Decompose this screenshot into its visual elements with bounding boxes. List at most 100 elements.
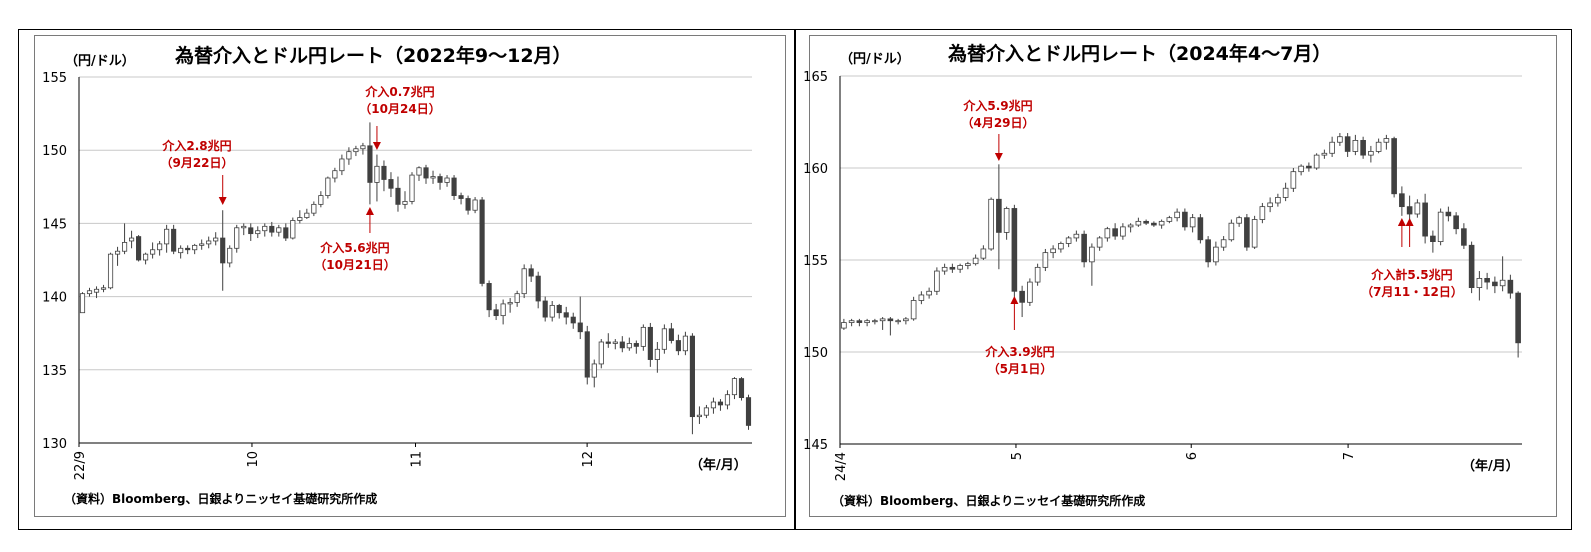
candle [577,296,583,340]
candle-body-up [129,237,135,242]
y-tick-label: 150 [42,144,67,159]
candle [1174,208,1180,222]
candle-body-up [640,326,646,347]
candle-body-up [1437,211,1444,243]
candle-body-up [290,220,296,239]
x-tick-label: 10 [246,451,261,468]
candle [402,191,408,209]
candle-body-up [1368,151,1374,156]
y-tick-label: 160 [803,162,828,177]
candle-body-up [1298,165,1304,173]
candle [949,263,956,273]
candle [1236,215,1242,227]
candle-body-up [402,201,408,205]
candle [192,243,198,255]
candle-body-down [856,320,863,323]
candle [556,303,562,319]
candle-body-down [647,326,653,360]
candle [1135,217,1142,227]
candle [283,223,289,241]
candle [360,142,366,155]
candle [619,336,625,353]
candle [206,236,212,249]
candle-body-up [1158,220,1165,226]
candle [1127,223,1134,233]
candle-body-down [563,312,569,318]
candle-body-up [682,335,688,352]
candle-body-up [1089,246,1095,263]
candle-body-up [1251,219,1258,248]
candle [220,210,226,291]
candle [1422,193,1428,244]
candle-body-down [395,187,401,205]
candle [1313,153,1320,170]
candle-body-down [1445,211,1452,217]
candle [1081,230,1087,268]
candle-body-down [1422,202,1428,237]
candle [965,261,971,270]
candle-body-down [1360,139,1366,156]
candle [1251,215,1258,249]
candle [262,223,268,237]
candle [472,197,478,214]
candle [910,296,917,321]
candle [675,334,681,356]
candle-body-down [1406,206,1413,215]
candle-body-up [1476,277,1483,288]
candle-body-up [591,363,597,378]
candle [430,170,436,184]
candle-body-up [444,177,450,183]
x-tick-label: 6 [1185,452,1200,460]
annotation-date: （9月22日） [160,155,233,170]
candle [171,224,177,255]
candle [591,359,597,388]
candle [1352,134,1359,156]
candle [1096,236,1103,251]
candle-body-down [887,318,894,322]
candle-body-up [164,228,170,245]
candle-body-down [486,283,492,311]
candle-body-up [903,318,909,322]
candle-body-up [612,341,618,344]
candle-body-down [745,397,752,426]
candle [528,264,534,282]
candle-body-up [654,348,660,360]
candle-body-down [388,179,394,189]
candle-body-up [731,378,738,396]
candle-body-down [458,195,464,199]
intervention-annotation: 介入0.7兆円 （10月24日） [359,84,441,150]
candle-body-down [738,378,745,399]
candle [486,280,492,318]
candle [1453,212,1459,235]
candle-body-down [1081,233,1087,263]
candle-body-down [248,227,254,235]
candle-body-up [957,265,963,270]
candle [1259,202,1266,224]
candle-body-up [1267,202,1273,208]
candle-body-up [100,287,107,290]
y-axis-unit: （円/ドル） [840,51,910,67]
candle-body-up [1027,281,1033,303]
candle-body-down [668,328,674,341]
candle-body-up [926,290,932,296]
candle [738,377,745,401]
candle-body-up [416,167,422,176]
candle-body-down [528,268,534,277]
candle [1143,219,1149,226]
candle-body-down [542,300,548,318]
candle-body-down [535,275,541,302]
candle [395,176,401,212]
y-tick-label: 145 [42,217,67,232]
candle [353,145,359,157]
candle [918,291,925,305]
candle [507,298,513,313]
candle [1492,276,1498,294]
candle [1337,133,1343,146]
candle [416,166,422,181]
candle [612,339,618,350]
candle-body-up [910,300,917,320]
candle [887,317,894,336]
annotation-date: （5月1日） [988,361,1053,376]
candle-body-up [1352,139,1359,152]
candle-body-up [1414,202,1421,215]
